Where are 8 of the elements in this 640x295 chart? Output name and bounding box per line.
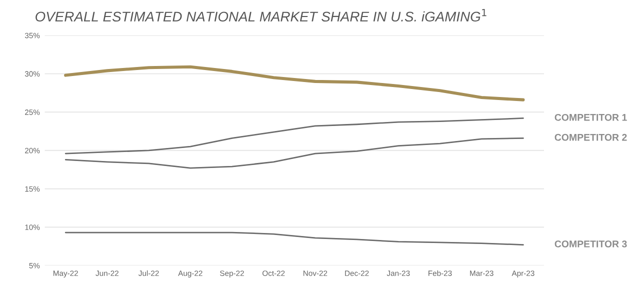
line-series [64, 232, 524, 246]
text: COMPETITOR 1 [554, 114, 627, 121]
line-series [64, 65, 525, 102]
chart-title: OVERALL ESTIMATED NATIONAL MARKET SHARE IN U.S. iGAMING$^{1}$ [36, 9, 486, 22]
line-series [64, 118, 524, 154]
line-series [64, 137, 524, 169]
text: COMPETITOR 3 [554, 240, 627, 248]
text: COMPETITOR 2 [554, 134, 627, 141]
